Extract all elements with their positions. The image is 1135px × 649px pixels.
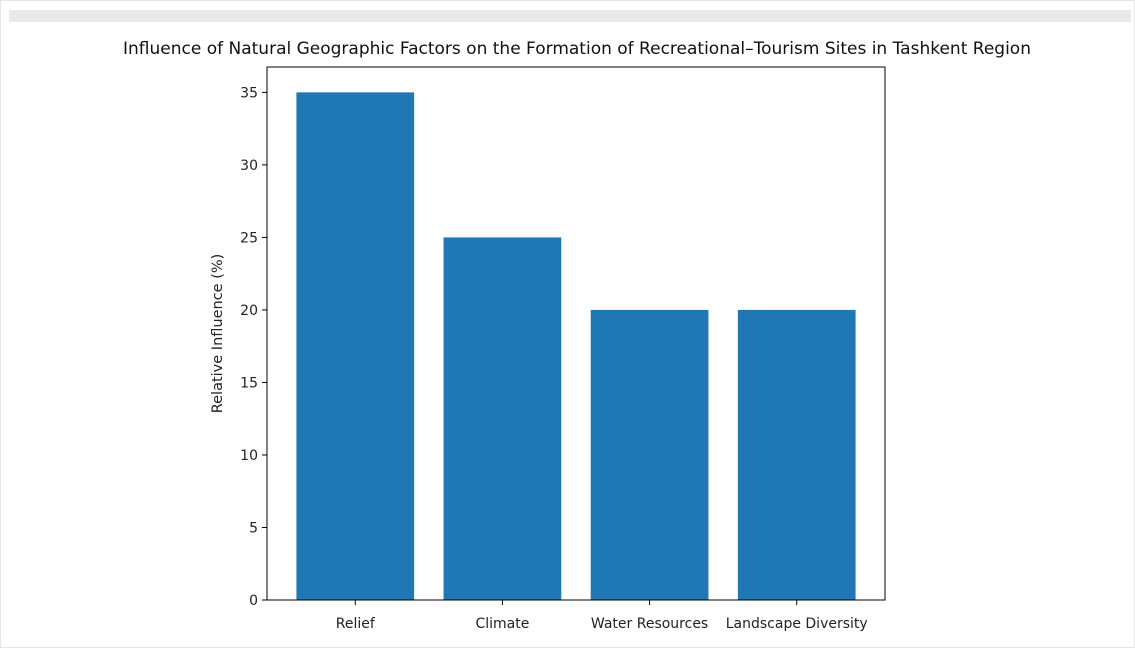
- y-axis-label: Relative Influence (%): [210, 254, 226, 414]
- bar-landscape-diversity: [737, 309, 856, 600]
- x-tick-label: Climate: [475, 616, 529, 632]
- bar-climate: [443, 237, 562, 600]
- y-axis-ticks: 0 5 10 15 20 25 30 35: [240, 85, 267, 609]
- y-tick-label: 15: [240, 375, 258, 391]
- y-tick-label: 25: [240, 230, 258, 246]
- y-tick-label: 20: [240, 303, 258, 319]
- bars-layer: [296, 92, 856, 600]
- y-tick-label: 10: [240, 448, 258, 464]
- x-tick-label: Landscape Diversity: [726, 616, 868, 632]
- y-tick-label: 30: [240, 158, 258, 174]
- y-tick-label: 5: [249, 520, 258, 536]
- x-tick-label: Relief: [336, 616, 376, 632]
- x-tick-label: Water Resources: [591, 616, 708, 632]
- y-tick-label: 35: [240, 85, 258, 101]
- output-cell-top-bar: [9, 10, 1131, 22]
- x-axis-ticks: Relief Climate Water Resources Landscape Di…: [336, 600, 868, 632]
- plot-area-border: [266, 66, 886, 601]
- chart-title: Influence of Natural Geographic Factors …: [123, 39, 1031, 59]
- y-tick-label: 0: [249, 593, 258, 609]
- bar-relief: [296, 92, 415, 600]
- bar-water-resources: [590, 309, 709, 600]
